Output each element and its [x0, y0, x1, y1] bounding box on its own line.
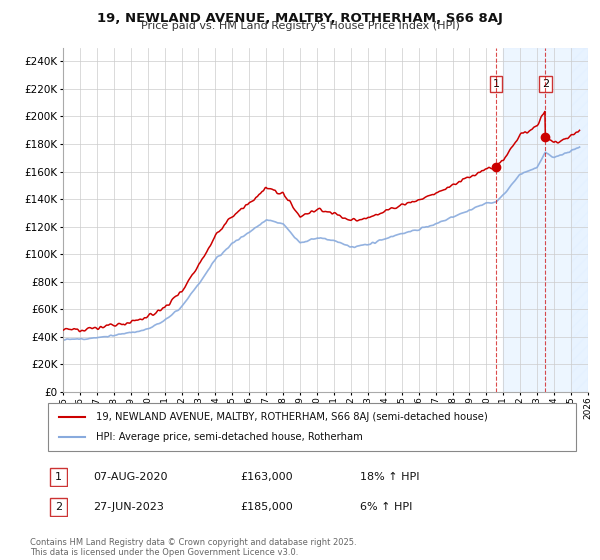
Text: Contains HM Land Registry data © Crown copyright and database right 2025.
This d: Contains HM Land Registry data © Crown c…	[30, 538, 356, 557]
Text: £185,000: £185,000	[240, 502, 293, 512]
Text: 19, NEWLAND AVENUE, MALTBY, ROTHERHAM, S66 8AJ (semi-detached house): 19, NEWLAND AVENUE, MALTBY, ROTHERHAM, S…	[95, 412, 487, 422]
Text: Price paid vs. HM Land Registry's House Price Index (HPI): Price paid vs. HM Land Registry's House …	[140, 21, 460, 31]
Text: 19, NEWLAND AVENUE, MALTBY, ROTHERHAM, S66 8AJ: 19, NEWLAND AVENUE, MALTBY, ROTHERHAM, S…	[97, 12, 503, 25]
Text: 18% ↑ HPI: 18% ↑ HPI	[360, 472, 419, 482]
Text: £163,000: £163,000	[240, 472, 293, 482]
Text: 2: 2	[542, 79, 549, 89]
Text: 07-AUG-2020: 07-AUG-2020	[93, 472, 167, 482]
Text: 1: 1	[55, 472, 62, 482]
FancyBboxPatch shape	[50, 468, 67, 486]
Text: 27-JUN-2023: 27-JUN-2023	[93, 502, 164, 512]
Text: HPI: Average price, semi-detached house, Rotherham: HPI: Average price, semi-detached house,…	[95, 432, 362, 442]
Text: 6% ↑ HPI: 6% ↑ HPI	[360, 502, 412, 512]
FancyBboxPatch shape	[50, 498, 67, 516]
FancyBboxPatch shape	[48, 403, 576, 451]
Text: 1: 1	[493, 79, 500, 89]
Bar	[571, 48, 588, 392]
Bar	[503, 48, 588, 392]
Text: 2: 2	[55, 502, 62, 512]
